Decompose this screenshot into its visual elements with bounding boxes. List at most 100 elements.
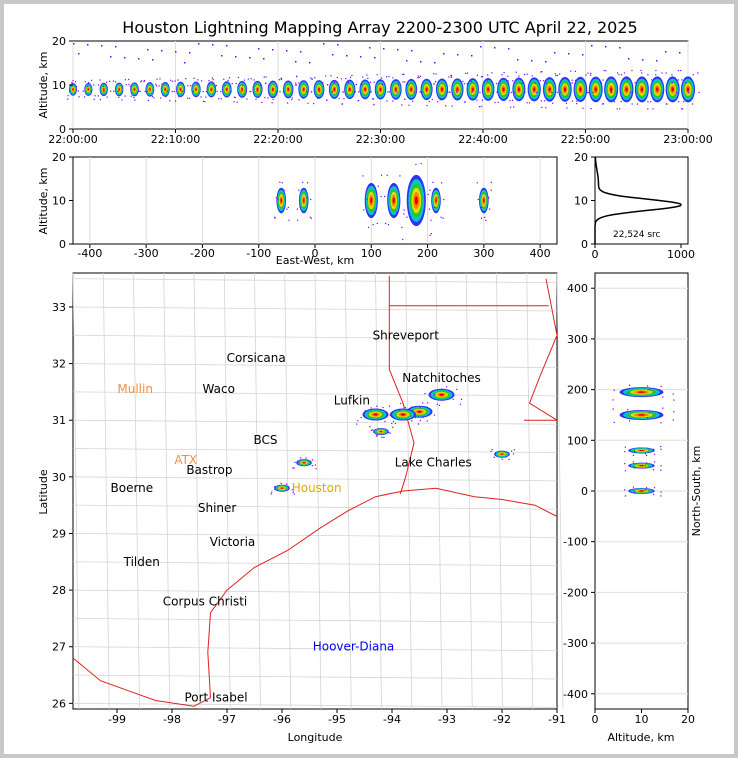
storm-cell-ns	[624, 445, 662, 457]
lightning-source	[510, 91, 512, 93]
lightning-source	[531, 75, 533, 77]
lightning-source	[555, 75, 557, 77]
lightning-source	[253, 79, 255, 81]
lightning-source	[465, 72, 467, 74]
lightning-source	[559, 73, 561, 75]
lightning-source	[420, 91, 422, 93]
storm-blob-layer	[379, 430, 383, 433]
lightning-source	[361, 83, 363, 86]
county-line	[314, 272, 322, 710]
storm-blob-layer	[417, 410, 422, 413]
storm-blob-layer	[72, 88, 74, 91]
lightning-source	[146, 90, 148, 92]
lightning-source	[256, 91, 258, 93]
storm-blob-layer	[280, 198, 283, 203]
lightning-source	[376, 74, 378, 76]
lightning-source	[383, 195, 386, 198]
lightning-source	[373, 98, 375, 100]
lightning-source	[181, 90, 183, 92]
lightning-source	[471, 55, 473, 57]
lightning-source	[280, 77, 282, 79]
storm-time-slice	[509, 71, 530, 108]
lightning-source	[235, 82, 237, 85]
lightning-source	[332, 54, 334, 56]
lightning-source	[671, 82, 673, 84]
lightning-source	[388, 91, 390, 93]
lightning-source	[660, 469, 662, 471]
lightning-source	[513, 449, 515, 451]
lightning-source	[487, 80, 489, 82]
lightning-source	[93, 84, 95, 86]
lightning-source	[645, 454, 648, 457]
lightning-source	[295, 84, 298, 86]
lightning-source	[249, 90, 251, 93]
lightning-source	[205, 96, 207, 98]
lightning-source	[665, 72, 667, 74]
lightning-source	[305, 457, 307, 459]
lightning-source	[491, 449, 493, 451]
storm-time-slice	[647, 69, 668, 110]
lightning-source	[433, 206, 436, 209]
lightning-source	[556, 91, 558, 93]
ns-ytick-label: -100	[563, 536, 588, 549]
lightning-source	[672, 419, 674, 421]
lightning-source	[177, 79, 179, 81]
county-line	[72, 278, 558, 284]
storm-blob-layer	[287, 87, 290, 91]
storm-time-slice	[326, 75, 344, 105]
lightning-source	[358, 91, 360, 93]
ns-ytick-label: 0	[581, 485, 588, 498]
city-label: Boerne	[111, 481, 154, 495]
city-label: Victoria	[210, 535, 256, 549]
lightning-source	[476, 99, 478, 101]
lightning-source	[665, 103, 667, 105]
lightning-source	[369, 81, 372, 83]
lightning-source	[450, 74, 453, 77]
lightning-source	[298, 462, 300, 464]
lightning-source	[233, 96, 236, 98]
lightning-source	[291, 99, 293, 101]
lightning-source	[590, 74, 592, 76]
lightning-source	[632, 461, 635, 463]
lightning-source	[406, 60, 408, 62]
lightning-source	[424, 392, 426, 395]
time-tick-label: 22:40:00	[458, 133, 507, 146]
lightning-source	[490, 189, 492, 191]
lightning-source	[660, 491, 662, 493]
lightning-source	[576, 102, 578, 105]
lightning-source	[287, 102, 289, 104]
lightning-source	[292, 467, 294, 469]
lightning-source	[494, 452, 497, 455]
lightning-source	[326, 84, 329, 86]
lightning-source	[325, 75, 327, 77]
lightning-source	[144, 90, 146, 93]
lightning-source	[673, 399, 675, 401]
lightning-source	[259, 84, 262, 86]
lightning-source	[440, 216, 442, 218]
storm-blob-layer	[639, 490, 644, 492]
lightning-source	[590, 72, 592, 75]
lightning-source	[624, 470, 626, 472]
lightning-source	[494, 101, 496, 104]
lightning-source	[647, 101, 649, 103]
city-label: Hoover-Diana	[313, 640, 395, 654]
lightning-source	[646, 385, 649, 387]
lightning-source	[380, 174, 383, 176]
lightning-source	[512, 80, 514, 82]
lightning-source	[196, 83, 198, 85]
time-tick-label: 22:30:00	[356, 133, 405, 146]
ns-xtick-label: 20	[681, 713, 695, 726]
lightning-source	[129, 85, 131, 87]
county-line	[72, 674, 558, 680]
lightning-source	[235, 56, 237, 58]
lightning-source	[258, 48, 260, 50]
storm-cell-ew	[296, 181, 313, 221]
lightning-source	[540, 100, 543, 102]
lightning-source	[662, 91, 664, 93]
lightning-source	[393, 198, 395, 200]
lightning-source	[187, 97, 189, 99]
lightning-source	[124, 79, 127, 81]
storm-blob-layer	[439, 393, 444, 396]
lightning-source	[692, 74, 694, 76]
lightning-source	[651, 79, 653, 81]
